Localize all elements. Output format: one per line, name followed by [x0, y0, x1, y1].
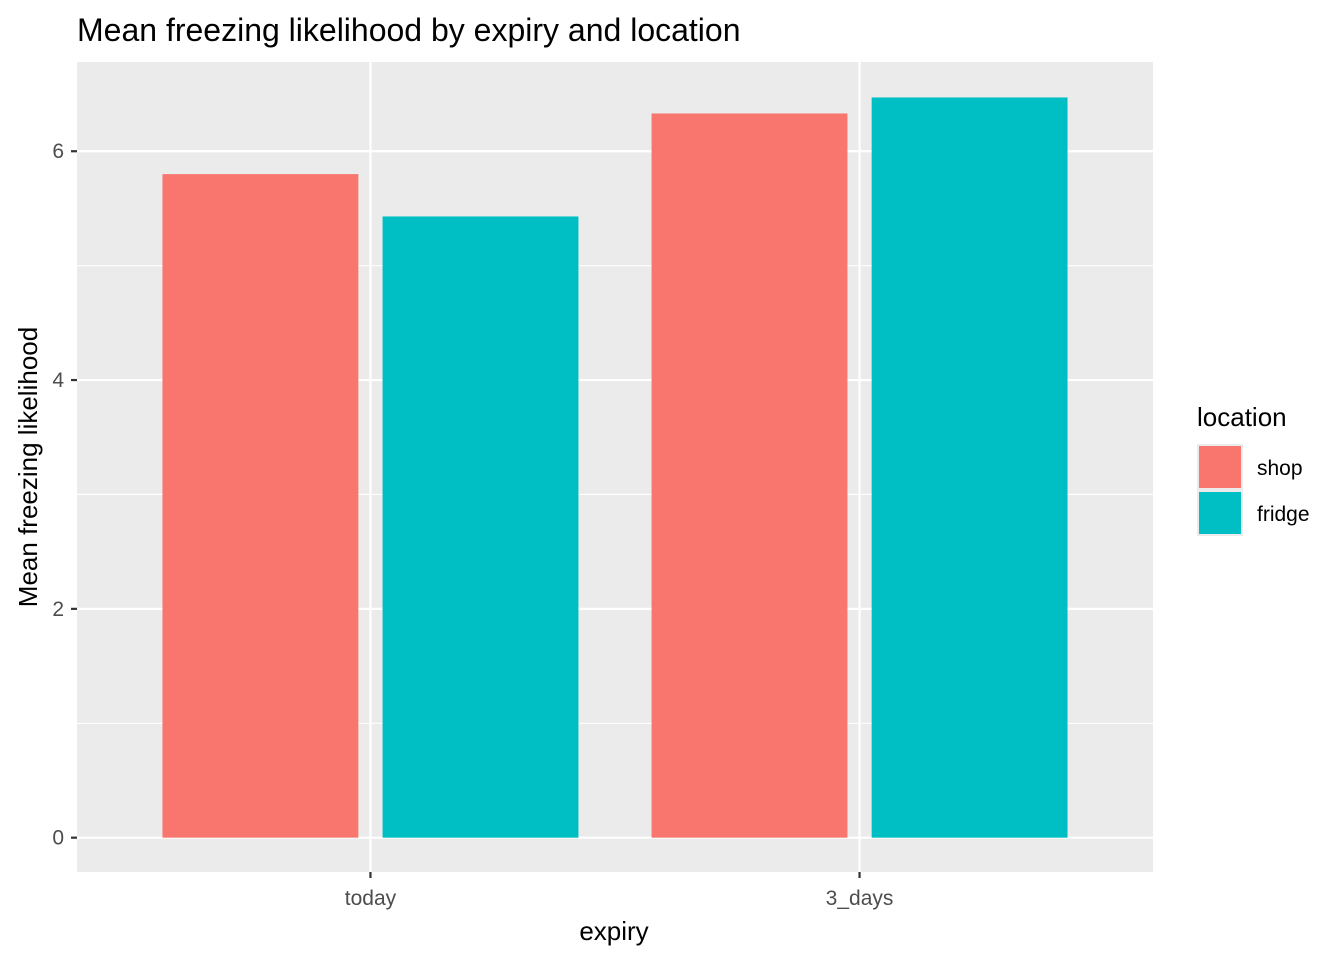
bar-fridge-3_days	[871, 97, 1068, 838]
bar-shop-3_days	[651, 113, 848, 838]
legend-label: shop	[1257, 457, 1303, 480]
x-tick-label: today	[345, 887, 397, 910]
y-tick-label: 4	[52, 369, 64, 392]
x-axis-title: expiry	[579, 916, 648, 946]
x-axis: today 3_days	[345, 872, 894, 910]
y-tick-label: 2	[52, 598, 64, 621]
bar-fridge-today	[382, 216, 579, 838]
bar-shop-today	[162, 174, 359, 838]
legend-item-fridge: fridge	[1197, 490, 1310, 536]
legend-key-swatch	[1199, 446, 1241, 488]
y-axis: 0 2 4 6	[52, 140, 77, 850]
y-tick-label: 6	[52, 140, 64, 163]
bars	[162, 97, 1068, 838]
legend-items: shop fridge	[1197, 444, 1310, 536]
y-axis-title: Mean freezing likelihood	[13, 327, 43, 607]
legend: location shop fridge	[1197, 402, 1310, 536]
x-tick-label: 3_days	[826, 887, 894, 910]
legend-label: fridge	[1257, 503, 1310, 526]
y-tick-label: 0	[52, 827, 64, 850]
legend-key-swatch	[1199, 492, 1241, 534]
legend-item-shop: shop	[1197, 444, 1303, 490]
legend-title: location	[1197, 402, 1287, 432]
chart-title: Mean freezing likelihood by expiry and l…	[77, 12, 741, 48]
